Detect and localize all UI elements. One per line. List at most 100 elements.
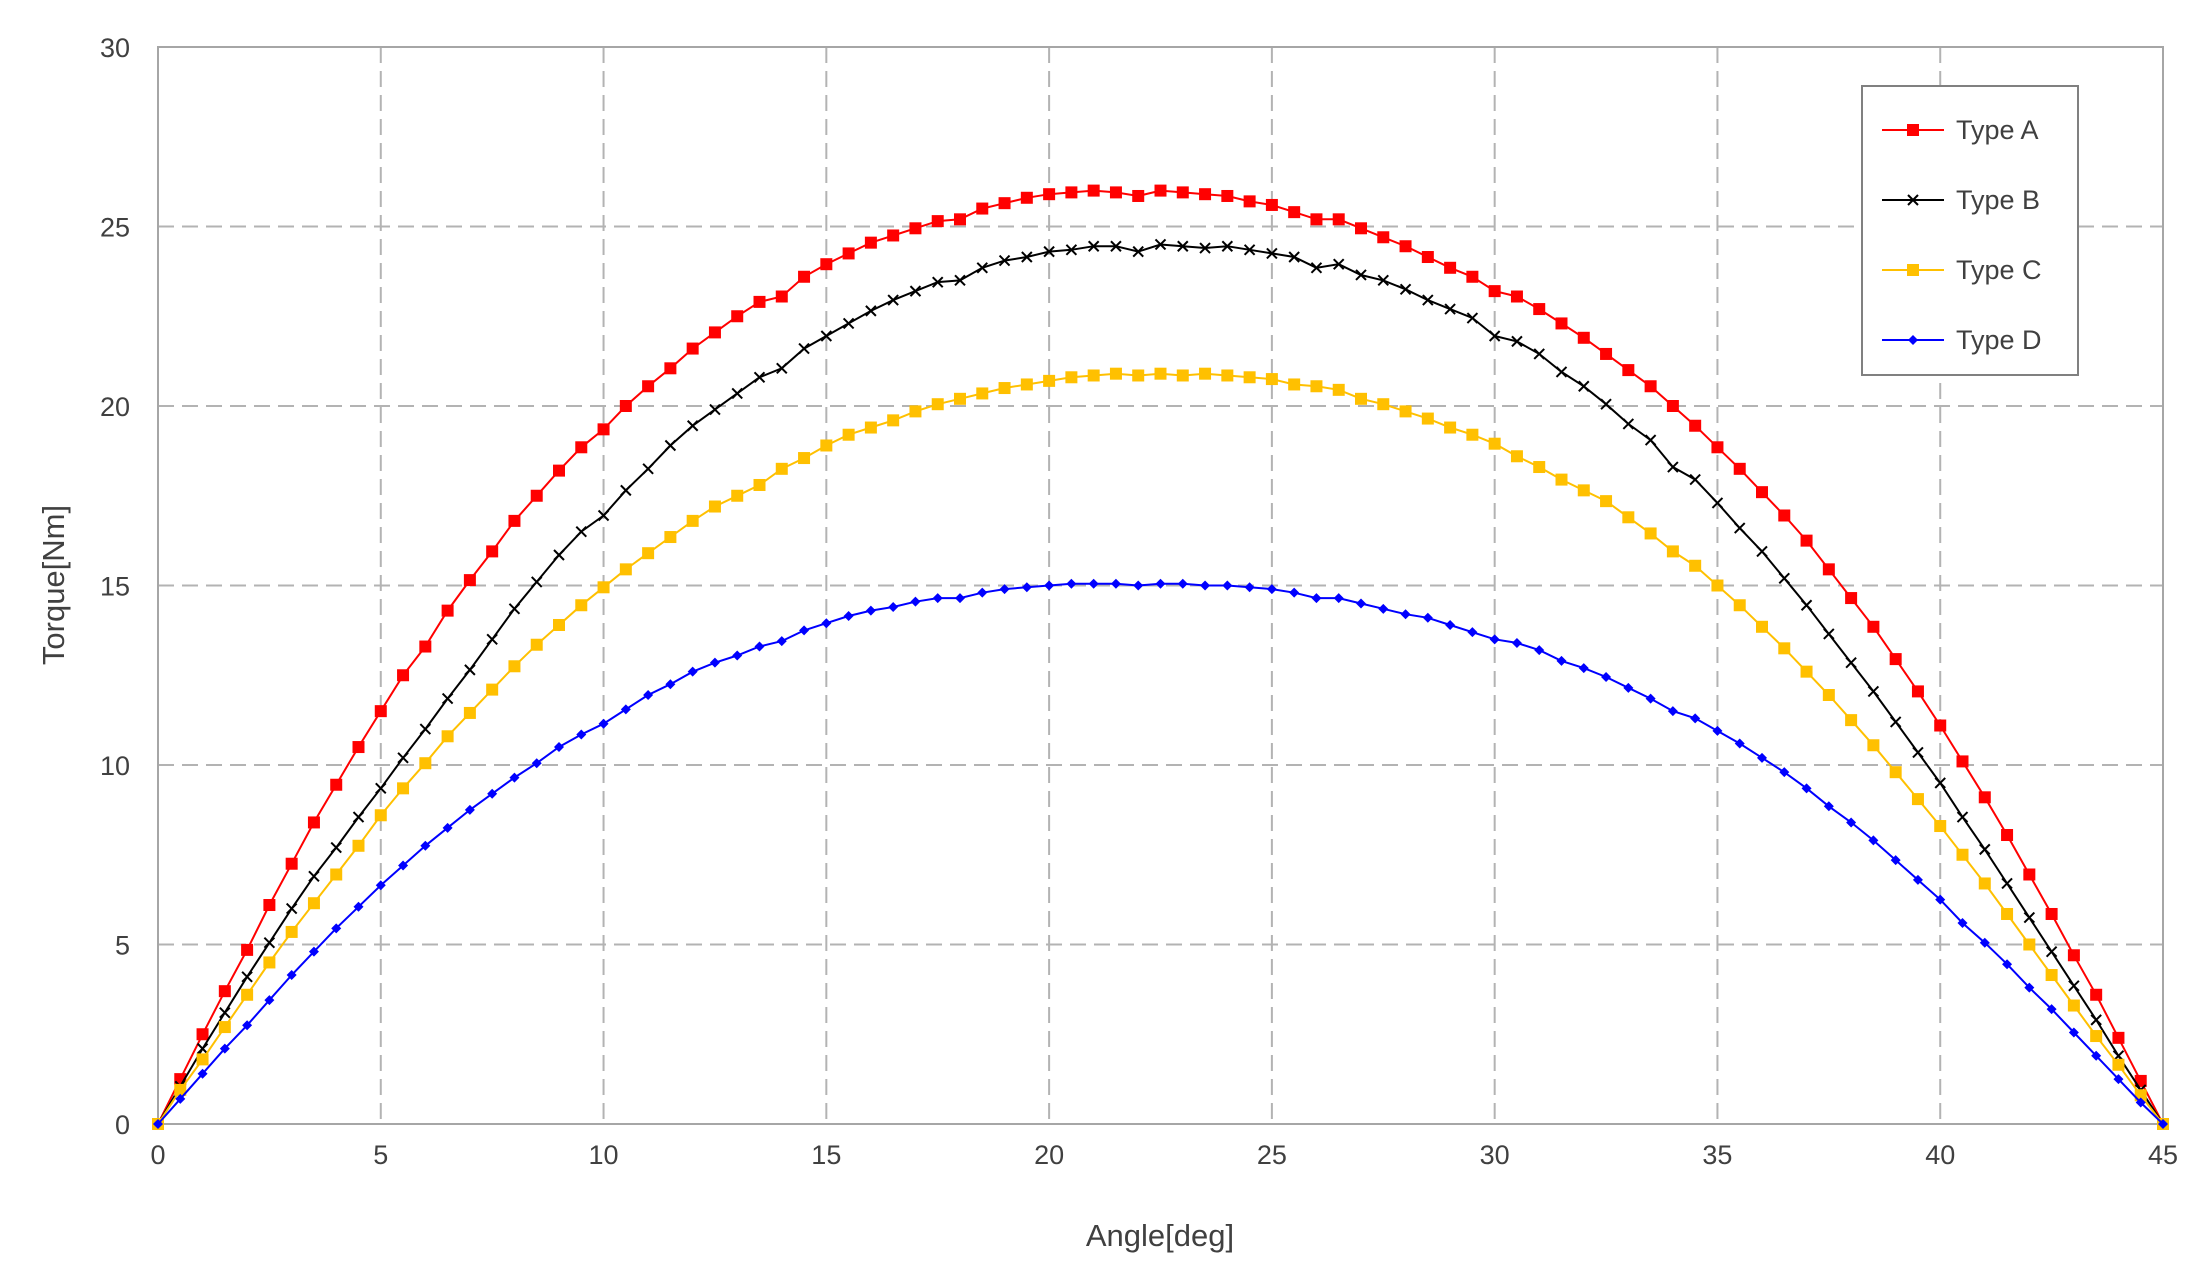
data-point [1154,367,1167,380]
legend-box [1861,85,2079,376]
data-point [486,545,499,558]
data-point [642,463,654,475]
x-tick-label: 20 [1034,1140,1064,1170]
data-series [152,184,2169,1130]
data-point [1711,579,1724,592]
data-point [353,901,364,912]
data-point [1044,580,1055,591]
data-point [1222,580,1233,591]
legend: Type A Type B Type C Type D [1861,85,2079,376]
data-point [909,222,922,235]
data-point [909,405,922,418]
data-point [397,752,409,764]
data-point [842,247,855,260]
data-point [285,925,298,938]
data-point [1555,473,1568,486]
data-point [1623,682,1634,693]
data-point [441,730,454,743]
data-point [1155,578,1166,589]
data-point [754,641,765,652]
x-tick-label: 30 [1480,1140,1510,1170]
data-point [976,262,988,274]
data-point [285,902,298,915]
data-point [2113,1074,2124,1085]
data-point [352,741,365,754]
data-point [241,943,254,956]
data-point [1422,612,1433,623]
data-point [2001,907,2014,920]
data-point [486,633,498,646]
data-point [219,1043,230,1054]
data-point [998,197,1011,210]
data-point [398,860,409,871]
data-point [175,1093,186,1104]
data-point [1132,189,1145,202]
y-tick-label: 5 [115,931,130,961]
data-point [2090,1030,2103,1043]
data-point [1288,378,1301,391]
legend-entry-type-b: Type B [1882,185,2040,215]
data-point [1956,755,1969,768]
data-point [352,839,365,852]
data-point [1689,473,1701,486]
data-point [1445,619,1456,630]
data-point [888,602,899,613]
data-point [196,1042,209,1055]
data-point [1199,367,1212,380]
data-point [554,742,564,753]
data-point [2135,1097,2146,1108]
data-point [731,489,744,502]
data-point [1177,578,1188,589]
data-point [821,618,832,629]
data-point [1511,335,1523,348]
data-point [864,236,877,249]
data-point [374,705,387,718]
data-point [910,596,921,607]
data-point [1934,719,1947,732]
data-point [1289,587,1300,598]
plot-area-border [157,46,2164,1125]
data-point [1421,412,1434,425]
data-point [1600,347,1613,360]
data-point [1177,240,1189,252]
data-point [686,514,699,527]
data-point [1911,685,1924,698]
data-point [1533,461,1546,474]
data-point [1756,486,1768,499]
data-point [1666,400,1679,412]
data-point [2068,980,2080,992]
data-point [1978,791,1991,804]
data-point [375,880,386,891]
data-point [1711,497,1724,509]
data-point [1956,811,1969,823]
data-point [1577,484,1590,497]
data-point [531,758,542,769]
data-point [1265,198,1278,211]
data-point [1488,285,1501,298]
data-point [263,899,276,912]
data-point [308,946,319,957]
data-point [775,290,788,303]
data-point [1466,270,1479,283]
data-point [2001,829,2014,842]
legend-label: Type B [1956,185,2040,215]
data-point [1578,380,1590,392]
data-point [1823,628,1835,640]
y-tick-label: 0 [115,1110,130,1140]
data-point [1043,188,1056,201]
data-point [575,599,588,612]
data-point [307,897,320,910]
data-point [286,970,297,981]
legend-label: Type A [1956,115,2039,145]
data-point [1199,242,1211,254]
data-point [2067,949,2080,962]
data-point [732,650,743,661]
data-point [1600,495,1613,508]
data-point [1243,371,1256,384]
data-point [1221,189,1234,202]
legend-marker [1908,335,1918,345]
x-tick-label: 35 [1702,1140,1732,1170]
data-point [775,462,788,475]
data-point [1867,685,1880,698]
data-point [998,382,1011,395]
